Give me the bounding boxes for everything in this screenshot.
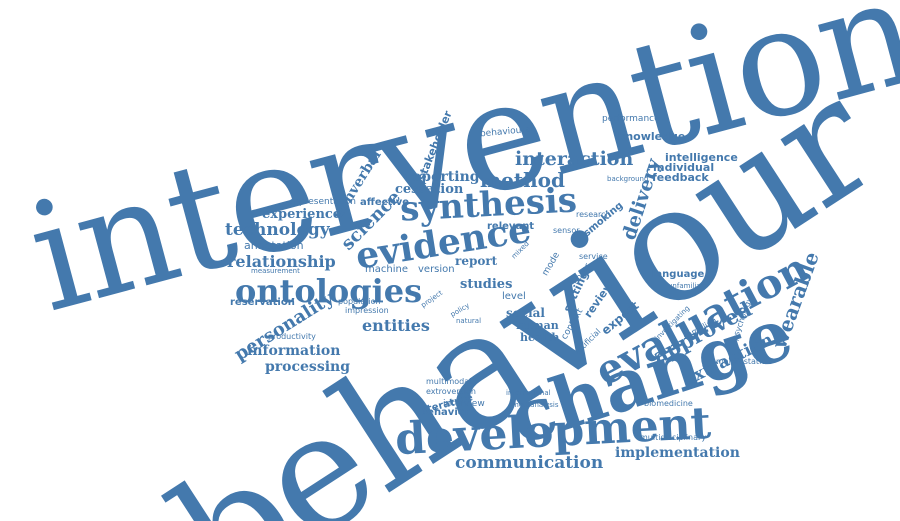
word-machine: machine <box>365 264 408 275</box>
word-extroversion: extroversion <box>426 387 476 396</box>
word-information: information <box>247 343 341 359</box>
word-knowledge: knowledge <box>618 130 686 143</box>
word-manifestation: manifestation <box>716 357 772 366</box>
word-metaanalysis: metaanalysis <box>512 401 559 409</box>
word-language: language <box>652 269 705 280</box>
word-technology: technology <box>225 220 330 240</box>
word-interview: interview <box>443 399 485 409</box>
word-intelligence: intelligence <box>665 151 738 164</box>
word-research: research <box>576 210 611 219</box>
word-studies: studies <box>460 277 513 292</box>
word-human: human <box>516 319 559 332</box>
word-method: method <box>480 168 565 192</box>
word-impression: impression <box>345 306 389 315</box>
word-natural: natural <box>456 317 482 325</box>
word-experience: experience <box>262 207 342 222</box>
word-feedback: feedback <box>652 171 709 184</box>
word-international: international <box>506 389 551 397</box>
word-ontologies: ontologies <box>235 272 423 310</box>
word-version: version <box>418 264 455 275</box>
word-processing: processing <box>265 359 350 375</box>
word-behavior: behavior <box>420 407 470 418</box>
word-multimodal: multimodal <box>426 377 472 386</box>
word-performance: performance <box>602 114 660 124</box>
word-affective: affective <box>360 197 410 208</box>
word-communication: communication <box>455 453 604 473</box>
word-relationship: relationship <box>227 252 336 271</box>
word-background: background <box>607 175 649 183</box>
word-health: health <box>520 331 560 344</box>
word-annotation: annotation <box>244 239 304 252</box>
word-measurement: measurement <box>251 267 300 275</box>
word-representation: representation <box>290 197 357 207</box>
word-service: service <box>579 252 608 261</box>
word-reservation: reservation <box>230 297 295 308</box>
word-relevant: relevant <box>487 221 535 232</box>
word-sensor: sensor <box>553 226 580 235</box>
word-unfamiliar: unfamiliar <box>668 282 704 290</box>
word-reporting: reporting <box>405 169 480 185</box>
word-population: population <box>338 297 381 306</box>
word-interaction: interaction <box>515 148 634 170</box>
word-biomedicine: biomedicine <box>644 399 693 408</box>
word-cessation: cessation <box>395 182 464 197</box>
word-implementation: implementation <box>615 445 740 461</box>
word-level: level <box>502 291 526 302</box>
word-report: report <box>455 254 498 268</box>
word-multidisciplinary: multidisciplinary <box>640 433 707 442</box>
word-social: social <box>506 306 545 320</box>
word-individual: individual <box>653 161 715 174</box>
word-entities: entities <box>362 316 430 335</box>
word-productivity: productivity <box>268 332 316 341</box>
